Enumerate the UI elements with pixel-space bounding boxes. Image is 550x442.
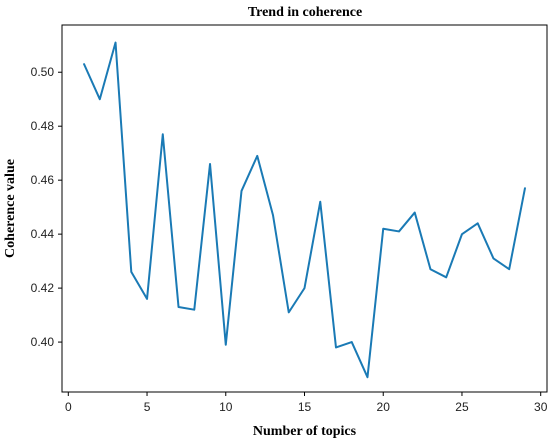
y-axis-label: Coherence value: [3, 159, 18, 258]
x-tick-label: 10: [219, 400, 233, 414]
coherence-series-line: [83, 41, 526, 379]
x-axis: 0 5 10 15 20 25 30: [65, 392, 548, 414]
x-tick-label: 0: [65, 400, 72, 414]
x-tick-label: 20: [377, 400, 391, 414]
plot-area-frame: [61, 24, 548, 393]
y-axis: 0.40 0.42 0.44 0.46 0.48 0.50: [31, 65, 62, 349]
y-tick-label: 0.46: [31, 173, 55, 187]
y-tick-label: 0.44: [31, 227, 55, 241]
y-tick-label: 0.42: [31, 281, 55, 295]
y-tick-label: 0.40: [31, 335, 55, 349]
y-tick-label: 0.48: [31, 119, 55, 133]
chart-title: Trend in coherence: [248, 5, 362, 20]
y-tick-label: 0.50: [31, 65, 55, 79]
x-axis-label: Number of topics: [253, 424, 357, 439]
x-tick-label: 15: [298, 400, 312, 414]
x-tick-label: 30: [534, 400, 548, 414]
x-tick-label: 25: [455, 400, 469, 414]
x-tick-label: 5: [144, 400, 151, 414]
